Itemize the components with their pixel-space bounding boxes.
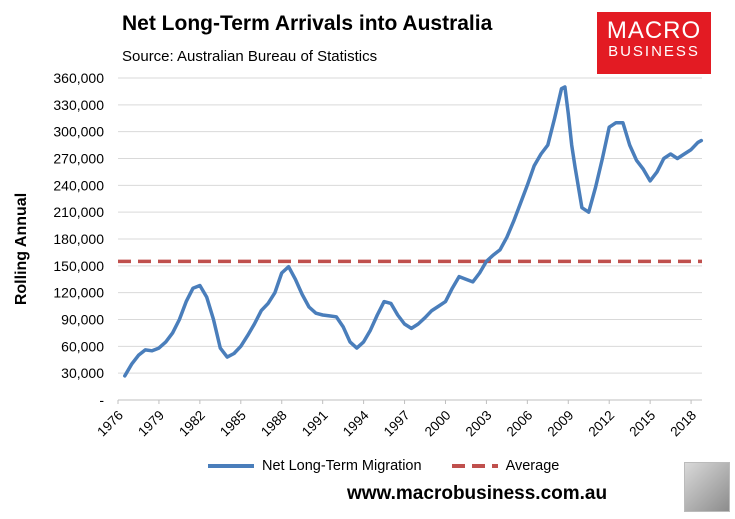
y-tick-label: 180,000 xyxy=(53,231,104,247)
y-tick-label: 60,000 xyxy=(61,338,104,354)
y-tick-label: 30,000 xyxy=(61,365,104,381)
x-tick-label: 1985 xyxy=(217,408,249,440)
x-tick-label: 1994 xyxy=(340,407,372,439)
y-tick-label: 300,000 xyxy=(53,124,104,140)
x-tick-label: 2012 xyxy=(585,408,617,440)
plot-series xyxy=(118,85,704,378)
x-tick-label: 1979 xyxy=(135,408,167,440)
x-tick-label: 2009 xyxy=(545,408,577,440)
y-tick-label: 270,000 xyxy=(53,151,104,167)
y-tick-label: - xyxy=(99,392,104,408)
x-tick-label: 1997 xyxy=(381,408,413,440)
x-tick-labels: 1976 1979 1982 1985 1988 1991 1994 1997 2000 2003… xyxy=(94,400,699,439)
logo-line-1: MACRO xyxy=(606,17,702,44)
macrobusiness-logo[interactable]: MACRO BUSINESS xyxy=(597,12,711,74)
y-tick-labels: - 30,000 60,000 90,000 120,000 150,000 180,000… xyxy=(53,70,104,408)
legend-swatch-average xyxy=(451,464,498,468)
x-tick-label: 1991 xyxy=(299,408,331,440)
x-tick-label: 1982 xyxy=(176,408,208,440)
legend-label-average: Average xyxy=(505,458,560,474)
x-tick-label: 2003 xyxy=(463,408,495,440)
x-tick-label: 2015 xyxy=(626,408,658,440)
x-tick-label: 1976 xyxy=(94,408,126,440)
x-tick-label: 2000 xyxy=(422,408,454,440)
legend-item-average: Average xyxy=(451,458,560,474)
chart-title: Net Long-Term Arrivals into Australia xyxy=(122,12,493,35)
series-migration-line xyxy=(123,85,704,378)
y-tick-label: 360,000 xyxy=(53,70,104,86)
y-tick-label: 90,000 xyxy=(61,312,104,328)
y-tick-label: 330,000 xyxy=(53,97,104,113)
legend: Net Long-Term Migration Average xyxy=(208,458,589,474)
x-tick-label: 1988 xyxy=(258,408,290,440)
legend-swatch-migration xyxy=(208,464,254,468)
x-tick-label: 2018 xyxy=(667,408,699,440)
x-tick-label: 2006 xyxy=(504,408,536,440)
wolf-logo-icon xyxy=(684,462,730,512)
y-tick-label: 210,000 xyxy=(53,204,104,220)
website-url[interactable]: www.macrobusiness.com.au xyxy=(347,483,608,504)
gridlines xyxy=(118,77,702,401)
legend-label-migration: Net Long-Term Migration xyxy=(262,458,422,474)
chart-subtitle: Source: Australian Bureau of Statistics xyxy=(122,48,378,65)
legend-item-migration: Net Long-Term Migration xyxy=(208,458,422,474)
logo-line-2: BUSINESS xyxy=(608,43,700,60)
y-tick-label: 150,000 xyxy=(53,258,104,274)
y-tick-label: 240,000 xyxy=(53,177,104,193)
y-tick-label: 120,000 xyxy=(53,285,104,301)
